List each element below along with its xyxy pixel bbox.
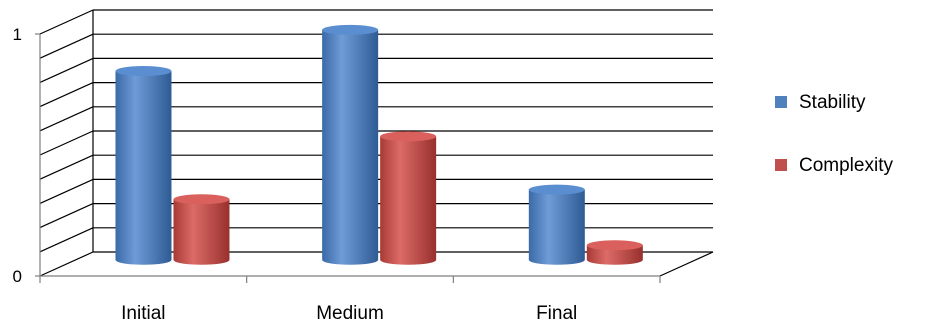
legend: Stability Complexity [775, 92, 893, 176]
y-tick-label: 1 [13, 25, 22, 44]
gridline-side [39, 227, 94, 253]
bar-top [322, 24, 379, 35]
gridline-side [39, 82, 94, 108]
bar-top [528, 184, 585, 195]
floor-edge [659, 251, 714, 277]
bar-stability-initial [115, 66, 172, 265]
legend-swatch [775, 96, 787, 108]
bar-top [586, 240, 643, 251]
bar-body [173, 199, 230, 265]
legend-item-stability: Stability [775, 92, 866, 113]
bar-complexity-medium [380, 131, 437, 265]
bar-complexity-initial [173, 194, 230, 265]
gridline-side [39, 154, 94, 180]
bars [115, 24, 643, 265]
gridline-side [39, 178, 94, 204]
bar-body [586, 245, 643, 265]
bar-body [380, 136, 437, 265]
category-label: Final [536, 303, 577, 324]
gridline-side [39, 106, 94, 132]
gridline-side [39, 9, 94, 35]
bar-top [173, 194, 230, 205]
legend-swatch [775, 159, 787, 171]
gridline-side [39, 57, 94, 83]
bar-top [115, 66, 172, 77]
gridline-side [39, 251, 94, 277]
legend-item-complexity: Complexity [775, 155, 893, 176]
gridline-side [39, 130, 94, 156]
bar-body [322, 29, 379, 265]
legend-label: Stability [799, 92, 866, 113]
bar-top [380, 131, 437, 142]
category-label: Medium [316, 303, 384, 324]
axis-labels: 0 1 Initial Medium Final [13, 25, 578, 324]
category-label: Initial [121, 303, 165, 324]
bar-stability-final [528, 184, 585, 265]
bar-body [115, 71, 172, 265]
legend-label: Complexity [799, 155, 893, 176]
gridline-side [39, 33, 94, 59]
bar-stability-medium [322, 24, 379, 265]
bar-complexity-final [586, 240, 643, 265]
gridline-side [39, 203, 94, 229]
y-tick-label: 0 [13, 267, 22, 286]
bar-body [528, 189, 585, 265]
